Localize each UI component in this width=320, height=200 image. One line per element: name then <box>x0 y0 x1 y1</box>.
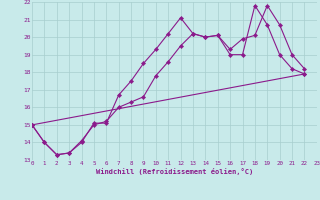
X-axis label: Windchill (Refroidissement éolien,°C): Windchill (Refroidissement éolien,°C) <box>96 168 253 175</box>
